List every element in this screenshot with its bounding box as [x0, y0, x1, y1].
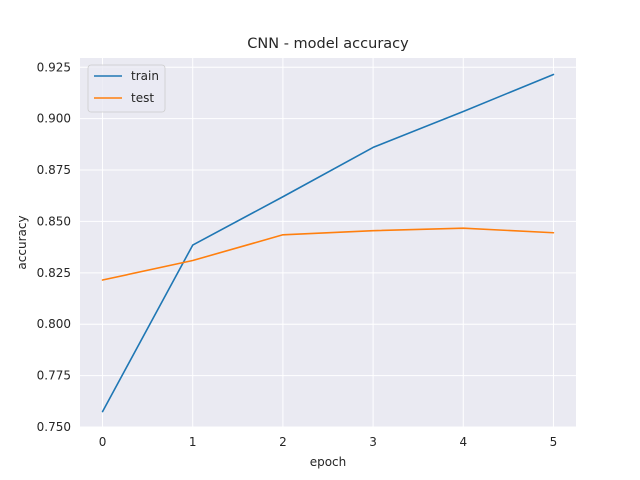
legend-label-test: test [131, 91, 154, 105]
x-tick-label: 2 [279, 435, 287, 449]
plot-area [80, 58, 576, 427]
y-tick-label: 0.825 [37, 266, 71, 280]
chart-title: CNN - model accuracy [247, 36, 409, 52]
y-axis-label: accuracy [15, 215, 29, 269]
y-tick-label: 0.775 [37, 369, 71, 383]
legend: train test [87, 64, 166, 113]
x-tick-label: 4 [459, 435, 467, 449]
x-tick-label: 3 [369, 435, 377, 449]
x-tick-labels: 0 1 2 3 4 5 [99, 435, 558, 449]
series-line-train [101, 73, 555, 413]
y-tick-label: 0.850 [37, 214, 71, 228]
x-tick-label: 0 [99, 435, 107, 449]
y-tick-label: 0.800 [37, 317, 71, 331]
y-tick-labels: 0.750 0.775 0.800 0.825 0.850 0.875 0.900 0.925 [37, 60, 71, 434]
y-tick-label: 0.875 [37, 163, 71, 177]
y-tick-label: 0.925 [37, 60, 71, 74]
x-tick-label: 5 [550, 435, 558, 449]
y-tick-label: 0.750 [37, 420, 71, 434]
series-layer [101, 73, 555, 413]
legend-label-train: train [131, 69, 159, 83]
x-axis-label: epoch [310, 455, 347, 469]
y-tick-label: 0.900 [37, 112, 71, 126]
x-tick-label: 1 [189, 435, 197, 449]
series-line-test [101, 227, 555, 281]
